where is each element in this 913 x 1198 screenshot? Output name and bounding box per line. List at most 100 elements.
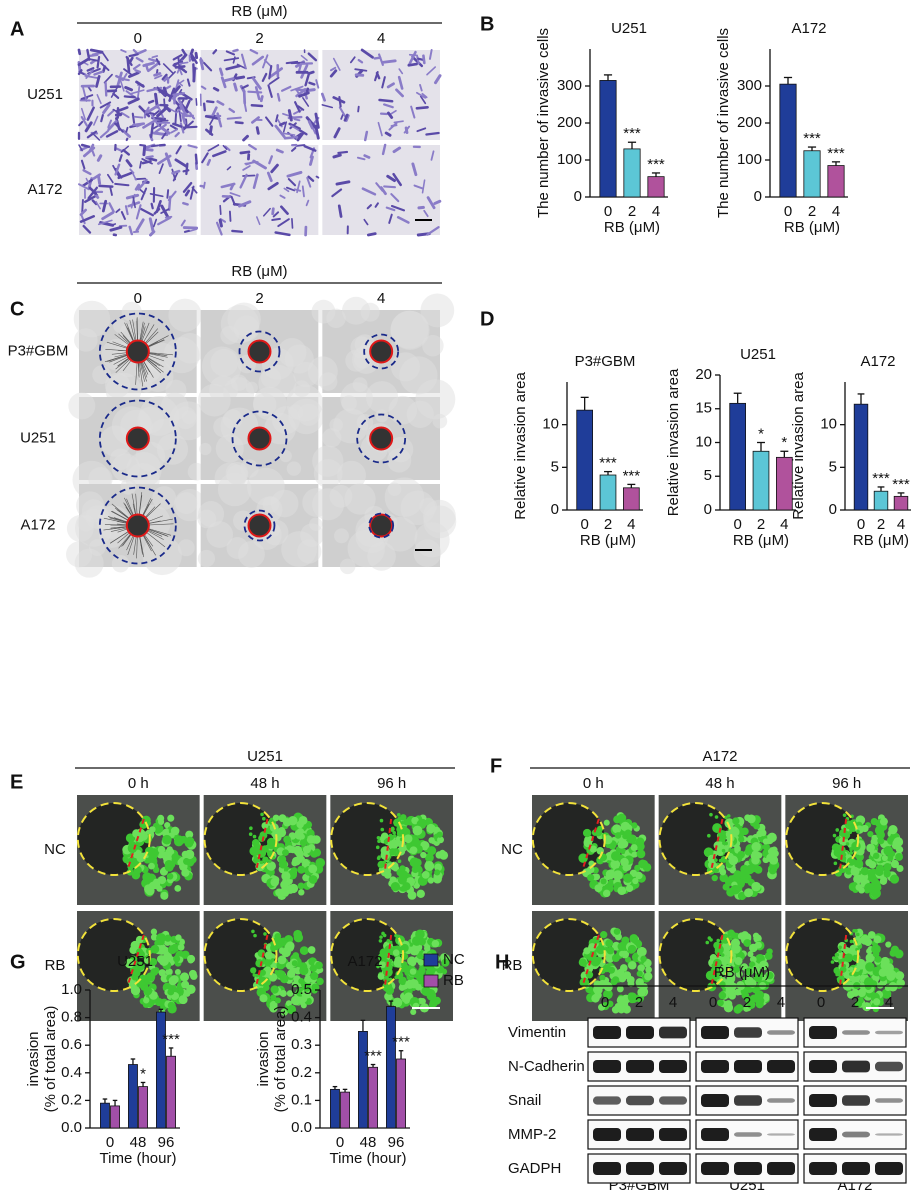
significance: * (758, 425, 764, 442)
cell (390, 124, 398, 128)
cell (705, 940, 710, 945)
cell (156, 945, 167, 955)
matrix-outline (203, 802, 278, 876)
cell (218, 67, 224, 77)
cell (398, 984, 406, 991)
y-axis-label: Relative invasion area (790, 372, 807, 520)
cell (154, 119, 169, 123)
cell (314, 124, 320, 140)
cell (110, 86, 118, 98)
cell (101, 199, 108, 213)
cell (357, 58, 364, 64)
bar (853, 403, 869, 511)
cell (605, 869, 616, 880)
cell (582, 828, 592, 838)
cell (844, 953, 854, 963)
cell (392, 172, 402, 187)
cell (591, 994, 600, 1003)
cell (149, 957, 158, 966)
cell (737, 891, 747, 901)
panel-header: RB (μM) (231, 3, 287, 20)
cell (194, 51, 199, 60)
cell (142, 145, 147, 157)
band (875, 1098, 903, 1103)
y-tick-label: 100 (557, 151, 582, 168)
cell (606, 946, 615, 955)
cell (871, 888, 881, 899)
x-tick-label: 2 (757, 516, 765, 533)
cell (644, 972, 653, 981)
cell (253, 933, 257, 938)
cell (408, 50, 417, 66)
cell (836, 977, 841, 981)
cell (605, 983, 613, 992)
cell (268, 859, 272, 863)
x-axis-label: RB (μM) (604, 219, 660, 236)
band (701, 1128, 729, 1141)
cell (424, 945, 431, 952)
band (734, 1060, 762, 1073)
cell (848, 830, 853, 835)
cell (612, 870, 623, 881)
cell (300, 54, 308, 62)
cell (830, 960, 835, 964)
cell (123, 95, 136, 99)
cell (212, 150, 227, 158)
cell (344, 114, 350, 122)
cell (636, 946, 647, 957)
panel-header: RB (μM) (714, 964, 770, 981)
cell (278, 826, 285, 834)
cell (881, 988, 892, 999)
cell (622, 863, 630, 872)
cell (721, 848, 726, 853)
cell (259, 95, 264, 103)
cell (268, 155, 274, 165)
cell (381, 143, 387, 156)
significance: *** (599, 455, 617, 472)
cell (753, 973, 763, 983)
cell (732, 817, 740, 825)
cell (729, 826, 739, 836)
cell (763, 993, 770, 1001)
cell (93, 115, 99, 126)
cell (108, 202, 115, 213)
cell (289, 122, 297, 130)
cell (223, 57, 240, 62)
texture (99, 425, 132, 457)
cell (302, 873, 310, 882)
cell (384, 955, 388, 959)
cell (400, 821, 405, 825)
cell (623, 873, 633, 883)
cell (315, 175, 320, 179)
cell (419, 83, 423, 92)
cell (253, 854, 257, 859)
cell (231, 229, 244, 233)
cell (896, 864, 904, 872)
cell (128, 71, 140, 78)
cell (895, 845, 904, 854)
x-tick-label: 4 (780, 516, 788, 533)
cell (291, 217, 294, 229)
cell (250, 967, 257, 974)
cell (714, 858, 718, 862)
error-bar (757, 441, 765, 452)
bar (803, 150, 821, 198)
cell (736, 981, 745, 990)
protein-label: MMP-2 (508, 1126, 556, 1143)
cell (125, 833, 136, 843)
cell (301, 988, 312, 999)
cell (838, 945, 842, 950)
cell (151, 55, 159, 59)
cell (247, 90, 263, 94)
band (875, 1133, 903, 1136)
cell (587, 874, 595, 882)
bar (358, 1031, 368, 1129)
bar (623, 487, 640, 511)
cell (176, 79, 185, 86)
cell (427, 877, 435, 884)
cell (641, 983, 648, 991)
bar (330, 1088, 340, 1129)
matrix-outline (658, 802, 733, 876)
legend-label: RB (443, 972, 464, 989)
cell (271, 217, 281, 222)
